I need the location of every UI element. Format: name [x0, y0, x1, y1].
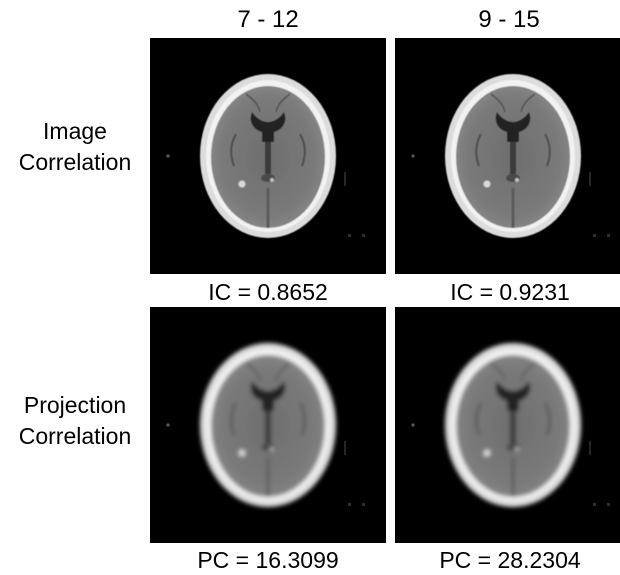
row-label-image-correlation: Image Correlation — [0, 116, 150, 178]
row-label-line: Projection — [23, 392, 127, 418]
ct-image-pc-9-15 — [395, 307, 620, 543]
column-title-9-15: 9 - 15 — [478, 6, 540, 33]
column-title-7-12: 7 - 12 — [237, 6, 299, 33]
metric-ic-7-12: IC = 0.8652 — [208, 279, 328, 305]
row-label-line: Correlation — [18, 423, 132, 449]
ct-image-ic-9-15 — [395, 38, 620, 274]
metric-pc-7-12: PC = 16.3099 — [197, 547, 339, 573]
ct-image-ic-7-12 — [150, 38, 386, 274]
ct-image-pc-7-12 — [150, 307, 386, 543]
metric-ic-9-15: IC = 0.9231 — [450, 279, 570, 305]
row-label-line: Correlation — [18, 149, 132, 175]
row-label-projection-correlation: Projection Correlation — [0, 390, 150, 452]
row-label-line: Image — [43, 118, 107, 144]
metric-pc-9-15: PC = 28.2304 — [439, 547, 581, 573]
